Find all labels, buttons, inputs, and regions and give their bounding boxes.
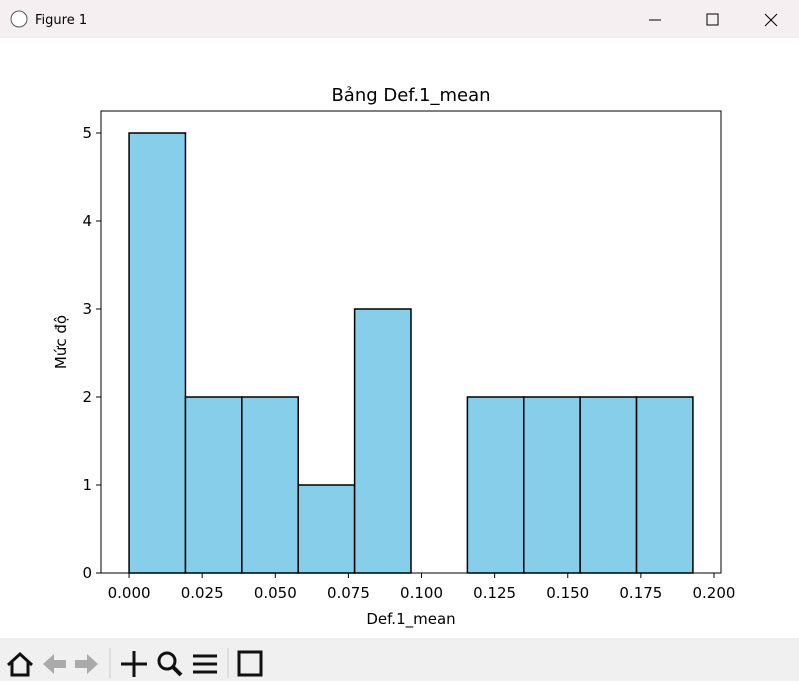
bar — [241, 396, 299, 574]
y-tick-label: 5 — [82, 124, 92, 142]
x-tick-label: 0.075 — [327, 584, 370, 602]
x-tick-label: 0.125 — [473, 584, 516, 602]
x-tick-label: 0.025 — [181, 584, 224, 602]
bar — [128, 132, 187, 574]
title-bar — [0, 0, 799, 38]
close-button[interactable] — [764, 13, 778, 27]
plot-frame — [100, 110, 722, 574]
x-tick-label: 0.175 — [619, 584, 662, 602]
app-icon — [10, 10, 28, 28]
bar — [353, 308, 412, 574]
y-axis-label: Mức độ — [52, 315, 70, 369]
y-tick-label: 0 — [82, 564, 92, 582]
zoom-button[interactable] — [157, 651, 183, 677]
y-tick-label: 3 — [82, 300, 92, 318]
save-button[interactable] — [237, 650, 263, 677]
bar — [297, 484, 356, 574]
x-tick-label: 0.000 — [108, 584, 151, 602]
back-button[interactable] — [43, 654, 66, 674]
x-axis-label: Def.1_mean — [366, 610, 455, 629]
forward-button[interactable] — [75, 654, 98, 674]
y-tick-label: 2 — [82, 388, 92, 406]
bar — [466, 396, 525, 574]
chart-title: Bảng Def.1_mean — [331, 85, 490, 106]
bar — [635, 396, 694, 574]
x-tick-label: 0.050 — [254, 584, 297, 602]
home-button[interactable] — [6, 651, 34, 677]
bar — [184, 396, 243, 574]
x-tick-label: 0.150 — [546, 584, 589, 602]
maximize-button[interactable] — [706, 13, 719, 26]
pan-button[interactable] — [121, 651, 147, 677]
window-title: Figure 1 — [35, 13, 87, 28]
configure-button[interactable] — [193, 654, 217, 674]
x-tick-label: 0.100 — [400, 584, 443, 602]
y-tick-label: 1 — [82, 476, 92, 494]
y-tick-label: 4 — [82, 212, 92, 230]
toolbar — [0, 638, 799, 681]
x-tick-label: 0.200 — [693, 584, 736, 602]
bar — [523, 396, 581, 574]
bar — [579, 396, 638, 574]
